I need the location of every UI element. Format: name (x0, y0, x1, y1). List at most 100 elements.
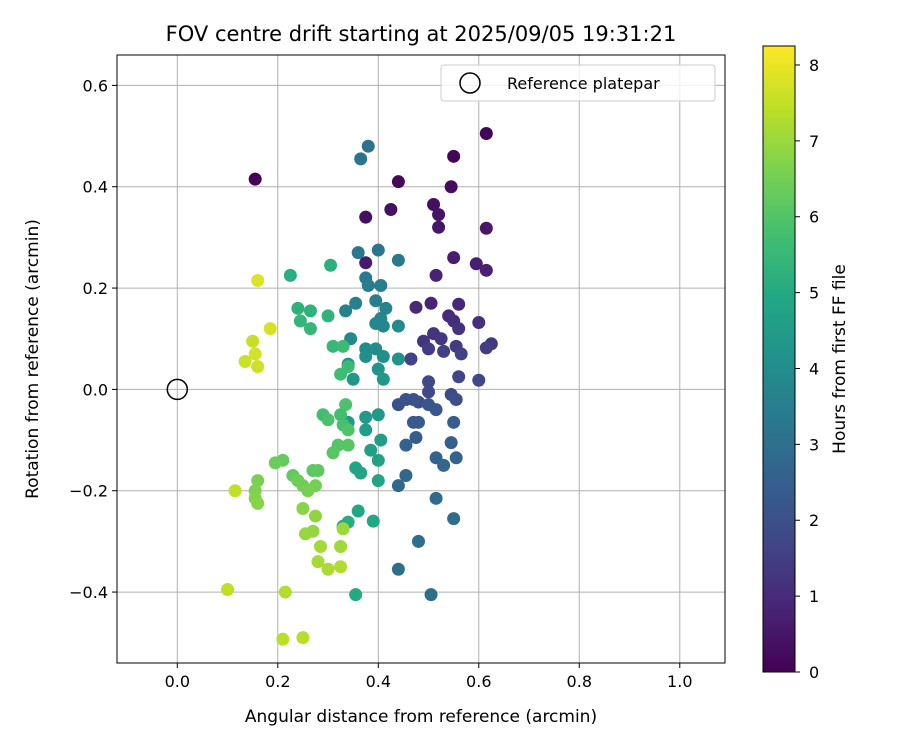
y-axis-ticks: −0.4 −0.2 0.0 0.2 0.4 0.6 (69, 76, 117, 602)
data-point (278, 585, 292, 599)
data-point (422, 375, 436, 389)
data-point (341, 423, 355, 437)
data-point (251, 496, 265, 510)
data-point (371, 453, 385, 467)
data-point (303, 304, 317, 318)
colorbar-gradient (762, 45, 796, 673)
data-point (301, 484, 315, 498)
colorbar-tick-label: 0 (809, 663, 819, 682)
data-point (296, 501, 310, 515)
legend-box (440, 64, 716, 102)
data-point (452, 297, 466, 311)
data-point (336, 522, 350, 536)
data-points (221, 127, 498, 646)
data-point (268, 456, 282, 470)
data-point (424, 296, 438, 310)
data-point (221, 583, 235, 597)
y-tick-label: 0.4 (83, 178, 108, 197)
data-point (429, 403, 443, 417)
data-point (479, 263, 493, 277)
data-point (422, 342, 436, 356)
data-point (276, 632, 290, 646)
data-point (374, 279, 388, 293)
data-point (298, 527, 312, 541)
data-point (437, 344, 451, 358)
data-point (251, 474, 265, 488)
data-point (228, 484, 242, 498)
data-point (399, 469, 413, 483)
plot-frame (116, 54, 726, 664)
data-point (404, 352, 418, 366)
colorbar-tick-label: 4 (809, 359, 819, 378)
data-point (311, 555, 325, 569)
colorbar-tick-label: 5 (809, 284, 819, 303)
colorbar-tick-label: 3 (809, 435, 819, 454)
data-point (411, 534, 425, 548)
data-point (283, 268, 297, 282)
data-point (452, 322, 466, 336)
data-point (409, 431, 423, 445)
x-axis-ticks: 0.0 0.2 0.4 0.6 0.8 1.0 (165, 663, 693, 691)
data-point (354, 152, 368, 166)
data-point (391, 562, 405, 576)
data-point (359, 210, 373, 224)
data-point (359, 423, 373, 437)
data-point (411, 415, 425, 429)
y-tick-label: −0.4 (69, 583, 108, 602)
reference-marker-group (166, 378, 189, 401)
colorbar: 0 1 2 3 4 5 6 7 8 Hours from first FF file (762, 45, 850, 682)
data-point (326, 446, 340, 460)
data-point (364, 443, 378, 457)
data-point (311, 463, 325, 477)
x-axis-label: Angular distance from reference (arcmin) (245, 707, 597, 727)
x-tick-label: 0.0 (165, 672, 190, 691)
data-point (449, 451, 463, 465)
data-point (429, 268, 443, 282)
legend: Reference platepar (440, 64, 716, 102)
data-point (432, 220, 446, 234)
data-point (479, 341, 493, 355)
data-point (291, 301, 305, 315)
data-point (432, 208, 446, 222)
x-tick-label: 0.2 (265, 672, 290, 691)
data-point (334, 408, 348, 422)
data-point (384, 203, 398, 217)
data-point (326, 339, 340, 353)
data-point (379, 301, 393, 315)
data-point (447, 415, 461, 429)
colorbar-ticks: 0 1 2 3 4 5 6 7 8 (795, 56, 819, 682)
data-point (251, 360, 265, 374)
data-point (346, 372, 360, 386)
data-point (351, 246, 365, 260)
data-point (349, 588, 363, 602)
data-point (376, 349, 390, 363)
colorbar-tick-label: 7 (809, 132, 819, 151)
data-point (349, 296, 363, 310)
data-point (359, 410, 373, 424)
data-point (429, 491, 443, 505)
data-point (391, 253, 405, 267)
x-tick-label: 0.6 (466, 672, 491, 691)
y-tick-label: 0.2 (83, 279, 108, 298)
data-point (359, 349, 373, 363)
data-point (376, 319, 390, 333)
x-tick-label: 0.8 (567, 672, 592, 691)
colorbar-tick-label: 8 (809, 56, 819, 75)
data-point (409, 300, 423, 314)
data-point (293, 314, 307, 328)
data-point (369, 294, 383, 308)
data-point (359, 256, 373, 270)
y-tick-label: 0.0 (83, 380, 108, 399)
data-point (447, 251, 461, 265)
data-point (427, 197, 441, 211)
data-point (371, 362, 385, 376)
data-point (371, 243, 385, 257)
data-point (391, 352, 405, 366)
data-point (391, 479, 405, 493)
data-point (361, 279, 375, 293)
data-point (374, 433, 388, 447)
legend-marker (459, 72, 481, 94)
data-point (321, 309, 335, 323)
data-point (334, 367, 348, 381)
